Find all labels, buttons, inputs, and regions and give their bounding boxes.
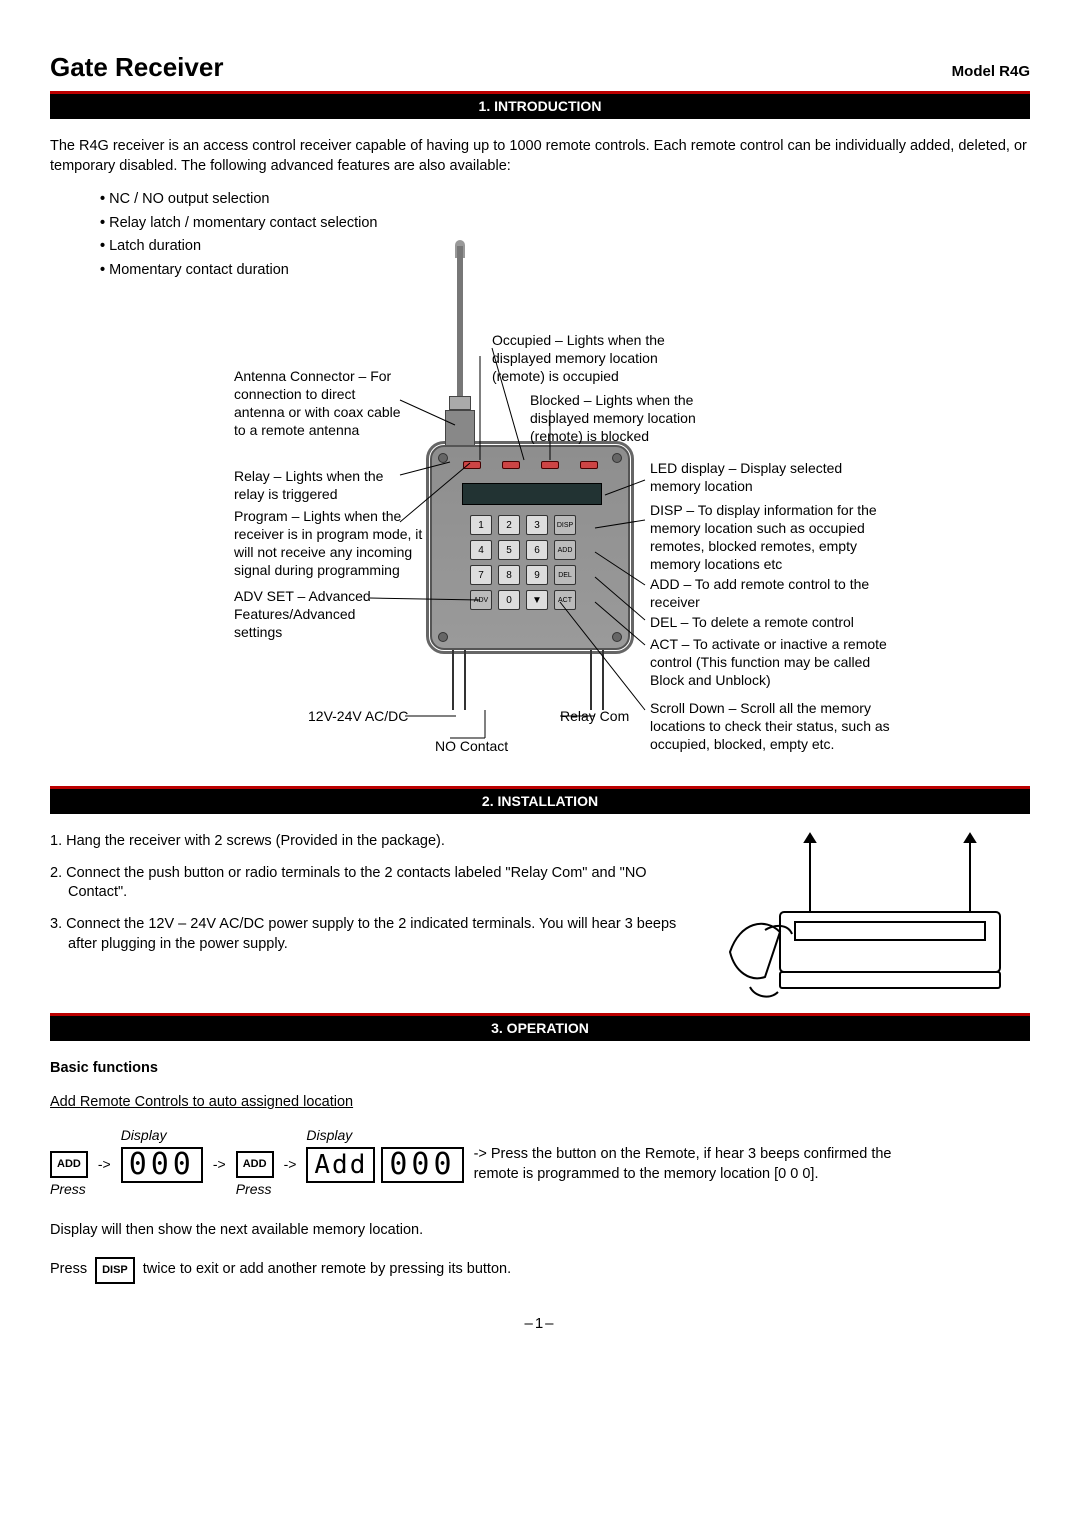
arrow-icon: -> [213,1155,226,1174]
device-diagram: 123 DISP 456 ADD 789 DEL ADV 0 ▼ ACT [50,250,1030,780]
display-label: Display [121,1126,167,1145]
callout-relaycom: Relay Com [560,708,629,726]
wire [602,650,604,710]
display-label: Display [306,1126,352,1145]
callout-disp: DISP – To display information for the me… [650,502,900,574]
display-000-b: 000 [381,1147,463,1183]
keypad: 123 DISP 456 ADD 789 DEL ADV 0 ▼ ACT [470,515,595,615]
section-introduction: 1. INTRODUCTION [50,91,1030,119]
callout-relay: Relay – Lights when the relay is trigger… [234,468,409,504]
key-1: 1 [470,515,492,535]
wire [464,650,466,710]
key-2: 2 [498,515,520,535]
antenna-graphic [445,240,475,450]
add-button-box: ADD [50,1151,88,1178]
add-button-box: ADD [236,1151,274,1178]
wire [452,650,454,710]
arrow-icon: -> [98,1155,111,1174]
callout-blocked: Blocked – Lights when the displayed memo… [530,392,730,446]
key-adv: ADV [470,590,492,610]
disp-button-box: DISP [95,1257,135,1284]
page-title: Gate Receiver [50,50,223,85]
callout-nocontact: NO Contact [435,738,508,756]
add-flow: ADD Press -> Display 000 -> ADD Press ->… [50,1126,1030,1203]
install-step: 2. Connect the push button or radio term… [50,864,700,903]
callout-del: DEL – To delete a remote control [650,614,890,632]
install-illustration [720,832,1030,1007]
callout-antenna: Antenna Connector – For connection to di… [234,368,404,440]
model-label: Model R4G [952,62,1030,82]
key-act: ACT [554,590,576,610]
key-5: 5 [498,540,520,560]
wire [590,650,592,710]
press-label: Press [50,1180,86,1199]
key-7: 7 [470,565,492,585]
key-del: DEL [554,565,576,585]
bullet-item: NC / NO output selection [100,190,1030,210]
add-remote-subtitle: Add Remote Controls to auto assigned loc… [50,1093,353,1113]
key-add: ADD [554,540,576,560]
key-6: 6 [526,540,548,560]
key-down: ▼ [526,590,548,610]
install-steps: 1. Hang the receiver with 2 screws (Prov… [50,832,700,966]
key-8: 8 [498,565,520,585]
intro-paragraph: The R4G receiver is an access control re… [50,137,1030,176]
exit-post: twice to exit or add another remote by p… [143,1260,511,1280]
callout-add: ADD – To add remote control to the recei… [650,576,890,612]
press-label: Press [236,1180,272,1199]
install-step: 3. Connect the 12V – 24V AC/DC power sup… [50,915,700,954]
callout-advset: ADV SET – Advanced Features/Advanced set… [234,588,384,642]
exit-pre: Press [50,1260,87,1280]
display-000: 000 [121,1147,203,1183]
page-number: –1– [50,1314,1030,1334]
key-0: 0 [498,590,520,610]
callout-act: ACT – To activate or inactive a remote c… [650,636,895,690]
key-3: 3 [526,515,548,535]
flow-instruction: -> Press the button on the Remote, if he… [474,1145,904,1184]
display-add: Add [306,1147,375,1183]
install-step: 1. Hang the receiver with 2 screws (Prov… [50,832,700,852]
callout-power: 12V-24V AC/DC [308,708,408,726]
key-4: 4 [470,540,492,560]
section-installation: 2. INSTALLATION [50,786,1030,814]
bullet-item: Relay latch / momentary contact selectio… [100,214,1030,234]
arrow-icon: -> [284,1155,297,1174]
callout-program: Program – Lights when the receiver is in… [234,508,424,580]
after-flow-text: Display will then show the next availabl… [50,1221,1030,1241]
callout-leddisp: LED display – Display selected memory lo… [650,460,880,496]
device-body: 123 DISP 456 ADD 789 DEL ADV 0 ▼ ACT [430,445,630,650]
section-operation: 3. OPERATION [50,1013,1030,1041]
key-9: 9 [526,565,548,585]
callout-scroll: Scroll Down – Scroll all the memory loca… [650,700,900,754]
basic-functions-title: Basic functions [50,1059,1030,1079]
key-disp: DISP [554,515,576,535]
callout-occupied: Occupied – Lights when the displayed mem… [492,332,672,386]
